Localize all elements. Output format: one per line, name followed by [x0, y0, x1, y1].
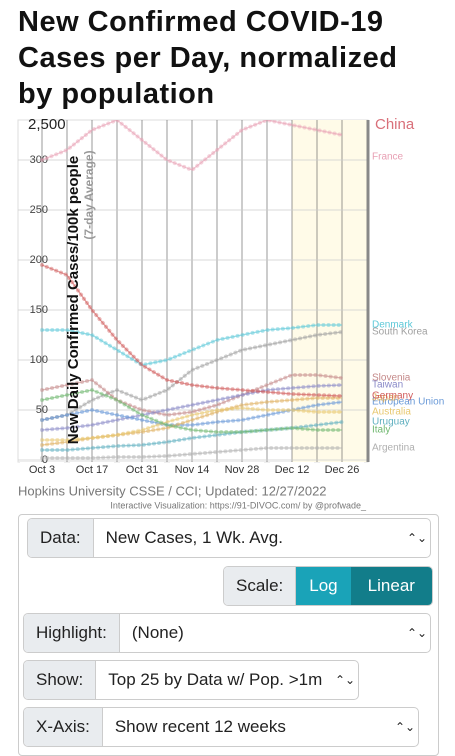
scale-group: Scale: Log Linear — [223, 566, 433, 606]
series-label: Japan — [372, 393, 399, 404]
x-tick-label: Nov 14 — [175, 464, 210, 476]
x-tick-label: Dec 26 — [325, 464, 360, 476]
xaxis-label: X-Axis: — [24, 708, 103, 746]
series-label: South Korea — [372, 327, 428, 338]
china-label: China — [375, 116, 415, 133]
series-line-core — [41, 120, 343, 171]
series-label: Uruguay — [372, 417, 410, 428]
series-label: Italy — [372, 425, 390, 436]
x-tick-bg — [170, 462, 214, 476]
series-label: Denmark — [372, 320, 414, 331]
scale-button[interactable]: Log — [296, 567, 351, 605]
x-tick-bg — [320, 462, 364, 476]
y-tick-label: 300 — [30, 154, 48, 166]
series-label: Australia — [372, 407, 411, 418]
scale-button[interactable]: Linear — [350, 567, 432, 605]
series-line-core — [41, 389, 342, 433]
x-tick-label: Oct 17 — [76, 464, 108, 476]
series-line-core — [41, 331, 343, 421]
series-line-core — [41, 384, 343, 431]
x-tick-bg — [70, 462, 114, 476]
recent-shade — [292, 120, 368, 462]
x-tick-label: Oct 31 — [126, 464, 158, 476]
x-tick-bg — [20, 462, 64, 476]
data-value: New Cases, 1 Wk. Avg. — [105, 528, 283, 547]
show-value: Top 25 by Data w/ Pop. >1m — [108, 670, 323, 689]
page-title: New Confirmed COVID-19 Cases per Day, no… — [18, 6, 398, 110]
series-label: Slovenia — [372, 373, 411, 384]
x-tick-label: Nov 28 — [225, 464, 260, 476]
y-tick-label: 150 — [30, 304, 48, 316]
show-select[interactable]: Show: Top 25 by Data w/ Pop. >1m ⌃⌄ — [23, 660, 359, 700]
y-axis-sublabel: (7-day Average) — [82, 150, 96, 239]
x-tick-bg — [220, 462, 264, 476]
credit: Interactive Visualization: https://91-DI… — [110, 500, 367, 510]
xaxis-select[interactable]: X-Axis: Show recent 12 weeks ⌃⌄ — [23, 707, 419, 747]
select-caret: ⌃⌄ — [406, 626, 428, 640]
x-tick-bg — [270, 462, 314, 476]
top-label: 2,500 — [28, 116, 66, 133]
series-label: Taiwan — [372, 380, 403, 391]
chart: Oct 3 Oct 17 Oct 31 Nov 14 Nov 28 Dec 12 Dec 2… — [17, 116, 444, 510]
series-line-core — [41, 264, 343, 397]
xaxis-value: Show recent 12 weeks — [114, 717, 286, 736]
data-label: Data: — [28, 519, 94, 557]
y-tick-label: 0 — [42, 454, 48, 466]
series-label: European Union — [372, 397, 444, 408]
x-tick-label: Dec 12 — [275, 464, 310, 476]
data-select[interactable]: Data: New Cases, 1 Wk. Avg. ⌃⌄ — [27, 518, 431, 558]
series-label: France — [372, 152, 404, 163]
y-tick-label: 250 — [30, 204, 48, 216]
y-tick-label: 50 — [36, 404, 48, 416]
source: Hopkins University CSSE / CCI; Updated: … — [18, 483, 327, 498]
series-line-core — [41, 374, 343, 416]
scale-label: Scale: — [224, 567, 297, 605]
select-caret: ⌃⌄ — [394, 720, 416, 734]
y-tick-label: 100 — [30, 354, 48, 366]
highlight-value: (None) — [131, 623, 184, 642]
highlight-select[interactable]: Highlight: (None) ⌃⌄ — [23, 613, 431, 653]
select-caret: ⌃⌄ — [334, 673, 356, 687]
x-tick-label: Oct 3 — [29, 464, 55, 476]
select-caret: ⌃⌄ — [406, 531, 428, 545]
series-line-core — [42, 407, 342, 441]
series-label: Germany — [372, 391, 413, 402]
y-axis-label: New Daily Confirmed Cases/100k people — [65, 156, 82, 444]
y-tick-label: 200 — [30, 254, 48, 266]
x-tick-bg — [120, 462, 164, 476]
series-line-core — [42, 447, 342, 459]
show-label: Show: — [24, 661, 97, 699]
highlight-label: Highlight: — [24, 614, 120, 652]
series-label: Argentina — [372, 443, 415, 454]
series-line-core — [42, 324, 342, 366]
